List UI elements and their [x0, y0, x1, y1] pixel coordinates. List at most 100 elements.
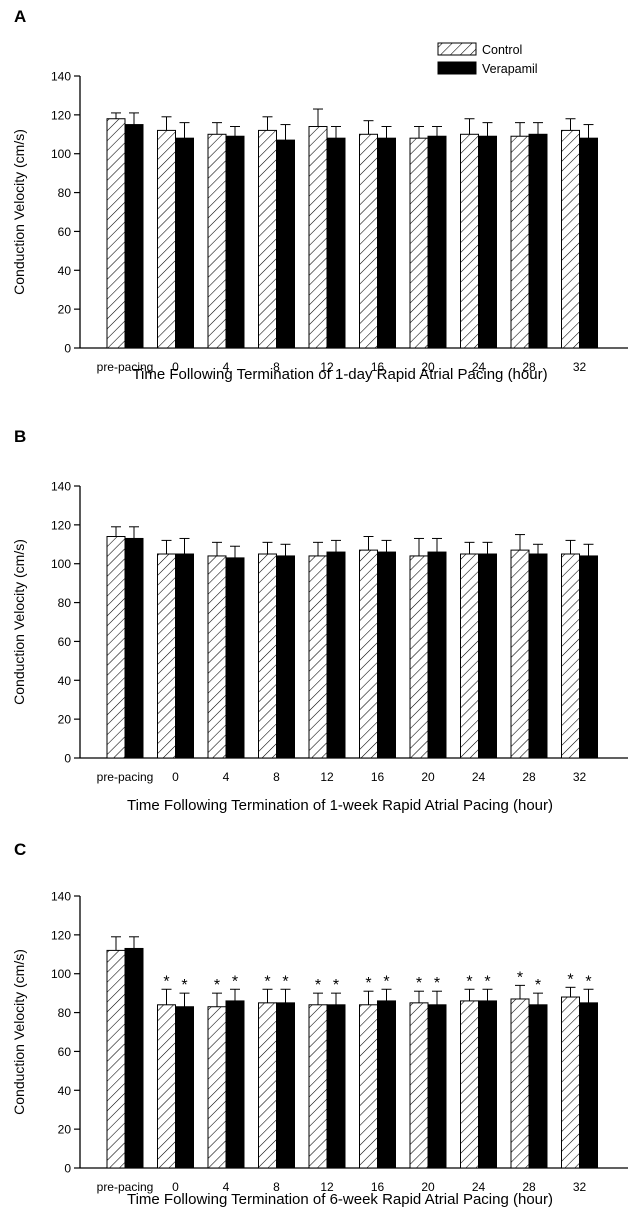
x-tick-label: 32 — [573, 770, 587, 784]
significance-marker: * — [365, 975, 371, 992]
y-tick-label: 40 — [58, 674, 72, 688]
bar-control — [510, 549, 530, 759]
significance-marker: * — [535, 977, 541, 994]
significance-marker: * — [484, 973, 490, 990]
y-tick-label: 100 — [51, 557, 71, 571]
x-tick-label: 16 — [371, 770, 385, 784]
bar-control — [460, 553, 479, 759]
bar-control — [258, 1002, 277, 1169]
x-tick-label: 32 — [573, 360, 587, 374]
y-tick-label: 80 — [58, 186, 72, 200]
x-tick-label: 4 — [223, 360, 230, 374]
x-tick-label: 0 — [172, 1180, 179, 1194]
x-tick-label: 12 — [320, 360, 334, 374]
bar-control — [409, 555, 429, 759]
bar-control — [308, 126, 328, 349]
x-tick-label: pre-pacing — [97, 360, 154, 374]
bar-control — [207, 555, 227, 759]
x-tick-label: 32 — [573, 1180, 587, 1194]
bar-verapamil — [175, 1006, 194, 1169]
significance-marker: * — [434, 975, 440, 992]
x-tick-label: 20 — [421, 1180, 435, 1194]
y-tick-label: 120 — [51, 108, 71, 122]
significance-marker: * — [282, 973, 288, 990]
bar-control — [157, 553, 176, 759]
bar-control — [510, 135, 530, 349]
bar-verapamil — [427, 1004, 447, 1169]
y-tick-label: 60 — [58, 225, 72, 239]
y-tick-label: 80 — [58, 596, 72, 610]
significance-marker: * — [163, 973, 169, 990]
y-tick-label: 0 — [64, 1162, 71, 1176]
x-axis-label: Time Following Termination of 1-day Rapi… — [132, 366, 547, 383]
bar-verapamil — [326, 137, 346, 349]
y-tick-label: 20 — [58, 1123, 72, 1137]
bar-verapamil — [528, 553, 548, 759]
bar-verapamil — [478, 1000, 497, 1169]
bar-verapamil — [225, 557, 245, 759]
x-tick-label: 28 — [522, 360, 536, 374]
bar-verapamil — [175, 553, 194, 759]
bar-control — [258, 553, 277, 759]
x-tick-label: 24 — [472, 360, 486, 374]
bar-verapamil — [124, 537, 144, 759]
bar-control — [510, 998, 530, 1169]
x-axis-label: Time Following Termination of 1-week Rap… — [127, 797, 553, 814]
x-tick-label: 8 — [273, 770, 280, 784]
y-tick-label: 60 — [58, 635, 72, 649]
y-tick-label: 120 — [51, 928, 71, 942]
bar-verapamil — [528, 1004, 548, 1169]
bar-control — [207, 133, 227, 349]
bar-verapamil — [124, 124, 144, 349]
legend-label-verapamil: Verapamil — [482, 62, 538, 76]
bar-verapamil — [427, 135, 447, 349]
panel-letter: C — [14, 840, 26, 859]
significance-marker: * — [466, 973, 472, 990]
bar-verapamil — [225, 1000, 245, 1169]
bar-verapamil — [579, 137, 598, 349]
significance-marker: * — [383, 973, 389, 990]
y-tick-label: 100 — [51, 147, 71, 161]
legend-swatch-control — [437, 42, 477, 56]
bar-verapamil — [579, 1002, 598, 1169]
bar-verapamil — [276, 555, 295, 759]
bar-verapamil — [579, 555, 598, 759]
x-tick-label: 24 — [472, 770, 486, 784]
panel-letter: B — [14, 427, 26, 446]
x-tick-label: 24 — [472, 1180, 486, 1194]
y-tick-label: 140 — [51, 890, 71, 904]
significance-marker: * — [214, 977, 220, 994]
y-axis-label: Conduction Velocity (cm/s) — [11, 949, 27, 1115]
x-tick-label: 16 — [371, 360, 385, 374]
bar-verapamil — [377, 551, 396, 759]
bar-control — [561, 553, 580, 759]
legend: Control Verapamil — [437, 42, 538, 76]
bar-control — [359, 1004, 378, 1169]
y-tick-label: 20 — [58, 303, 72, 317]
y-tick-label: 140 — [51, 70, 71, 84]
bar-verapamil — [124, 947, 144, 1169]
x-tick-label: pre-pacing — [97, 770, 154, 784]
x-tick-label: 12 — [320, 770, 334, 784]
bar-control — [460, 1000, 479, 1169]
y-axis-label: Conduction Velocity (cm/s) — [11, 539, 27, 705]
y-tick-label: 140 — [51, 480, 71, 494]
bar-verapamil — [175, 137, 194, 349]
x-tick-label: 8 — [273, 360, 280, 374]
y-tick-label: 60 — [58, 1045, 72, 1059]
bar-control — [409, 137, 429, 349]
x-tick-label: 16 — [371, 1180, 385, 1194]
y-tick-label: 20 — [58, 713, 72, 727]
panel-letter: A — [14, 7, 26, 26]
significance-marker: * — [264, 973, 270, 990]
bar-verapamil — [528, 133, 548, 349]
bar-control — [359, 133, 378, 349]
bar-control — [561, 996, 580, 1169]
x-tick-label: 8 — [273, 1180, 280, 1194]
bar-verapamil — [377, 1000, 396, 1169]
bar-control — [157, 129, 176, 349]
bar-control — [460, 133, 479, 349]
